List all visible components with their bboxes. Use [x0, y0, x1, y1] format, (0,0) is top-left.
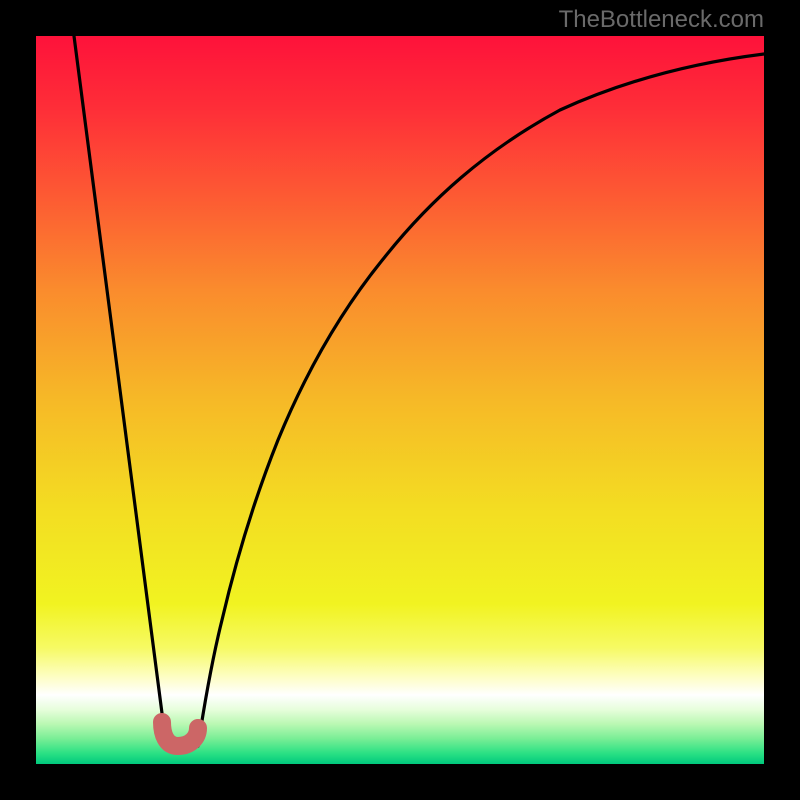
curve-group [74, 36, 764, 746]
left-descending-line [74, 36, 166, 744]
attribution-text: TheBottleneck.com [559, 6, 764, 34]
canvas: TheBottleneck.com [0, 0, 800, 800]
plot-area [36, 36, 764, 764]
curves-layer [36, 36, 764, 764]
elbow-marker [162, 722, 198, 746]
right-ascending-curve [198, 54, 764, 746]
